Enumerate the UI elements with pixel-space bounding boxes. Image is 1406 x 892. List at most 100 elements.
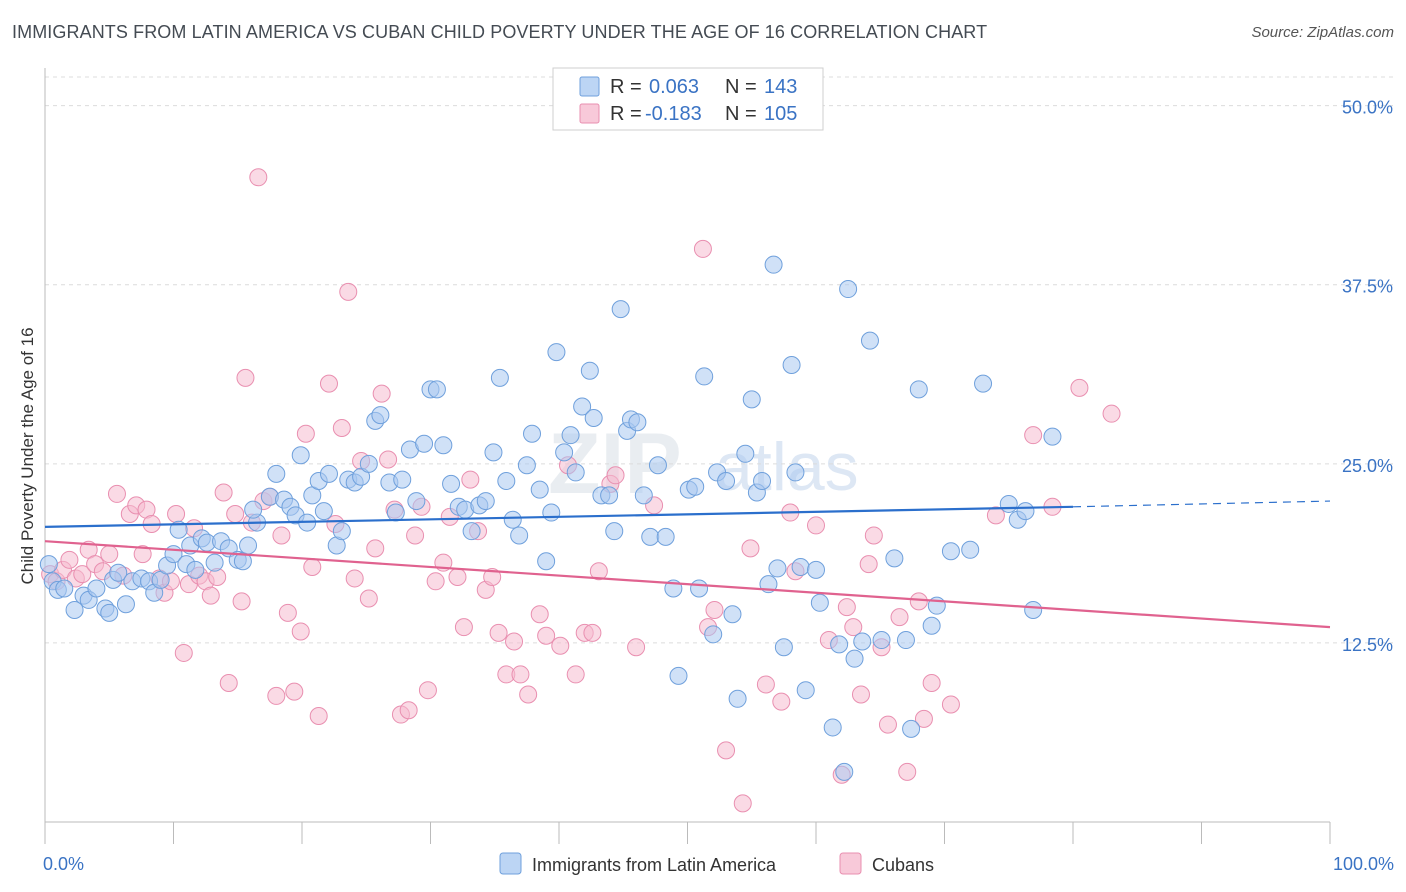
cubans-point-97	[807, 516, 825, 535]
latin-america-point-54	[386, 503, 405, 522]
cubans-point-3	[60, 550, 79, 569]
cubans-point-102	[851, 685, 870, 704]
latin-america-point-124	[839, 280, 858, 299]
latin-america-point-135	[941, 542, 960, 561]
cubans-point-66	[461, 470, 480, 489]
latin-america-point-88	[611, 300, 630, 319]
cubans-point-91	[733, 794, 752, 813]
cubans-point-54	[379, 450, 398, 469]
latin-america-point-118	[796, 681, 815, 700]
cubans-point-29	[219, 674, 238, 693]
latin-america-point-106	[728, 689, 747, 708]
latin-america-point-80	[561, 426, 580, 445]
latin-america-point-58	[415, 434, 434, 453]
latin-america-point-141	[1024, 600, 1043, 619]
cubans-point-39	[278, 603, 297, 622]
latin-america-point-11	[109, 563, 128, 582]
latin-america-point-87	[605, 522, 624, 541]
latin-america-point-128	[872, 631, 891, 650]
cubans-point-57	[399, 701, 418, 720]
cubans-point-70	[489, 623, 508, 642]
cubans-point-114	[1024, 426, 1043, 445]
cubans-point-106	[878, 715, 897, 734]
latin-america-point-127	[860, 331, 879, 350]
latin-america-point-114	[774, 638, 793, 657]
cubans-point-79	[566, 665, 585, 684]
latin-america-point-76	[537, 552, 556, 571]
cubans-point-43	[303, 557, 322, 576]
cubans-point-90	[717, 741, 736, 760]
legend-r-label-2: R =	[610, 103, 642, 125]
latin-america-point-79	[555, 443, 574, 462]
cubans-point-94	[772, 692, 791, 711]
watermark-atlas: atlas	[715, 429, 859, 505]
cubans-point-44	[309, 706, 328, 725]
cubans-point-69	[483, 568, 502, 587]
latin-america-point-50	[359, 454, 378, 473]
cubans-point-84	[606, 466, 625, 485]
latin-america-point-132	[909, 380, 928, 399]
cubans-point-76	[537, 626, 556, 645]
cubans-point-14	[133, 545, 152, 564]
cubans-point-53	[372, 384, 391, 403]
latin-america-point-4	[65, 600, 84, 619]
cubans-point-5	[73, 565, 92, 584]
latin-america-point-74	[523, 424, 542, 443]
cubans-point-60	[418, 681, 437, 700]
latin-america-point-84	[584, 408, 603, 427]
latin-america-point-107	[736, 444, 755, 463]
series-legend: Immigrants from Latin America Cubans	[499, 852, 934, 875]
latin-america-point-68	[484, 443, 503, 462]
cubans-point-81	[583, 623, 602, 642]
latin-america-point-100	[690, 579, 709, 598]
cubans-point-87	[693, 239, 712, 258]
y-tick-label-2: 37.5%	[1342, 277, 1393, 297]
cubans-point-112	[941, 695, 960, 714]
cubans-point-45	[319, 374, 338, 393]
cubans-point-103	[859, 555, 878, 574]
cubans-point-111	[922, 674, 941, 693]
latin-america-point-62	[442, 474, 461, 493]
latin-america-point-69	[490, 368, 509, 387]
cubans-point-47	[332, 419, 351, 438]
latin-america-point-110	[753, 472, 772, 491]
trend-line-cubans	[44, 540, 1331, 629]
latin-america-point-119	[807, 560, 825, 579]
series-legend-swatch-blue	[499, 852, 522, 875]
latin-america-point-67	[476, 492, 495, 511]
legend-n-value-2: 105	[764, 103, 797, 125]
legend-swatch-pink	[579, 103, 600, 124]
latin-america-point-94	[648, 456, 667, 475]
cubans-point-73	[511, 665, 530, 684]
latin-america-point-33	[244, 500, 263, 519]
latin-america-point-91	[628, 413, 647, 432]
latin-america-point-60	[427, 380, 446, 399]
cubans-point-9	[100, 545, 119, 564]
cubans-point-58	[406, 526, 425, 545]
source-label: Source: ZipAtlas.com	[1251, 24, 1394, 41]
latin-america-point-39	[291, 446, 310, 465]
latin-america-point-131	[902, 719, 921, 738]
latin-america-point-7	[87, 579, 106, 598]
latin-america-point-112	[764, 255, 783, 274]
cubans-point-85	[627, 638, 646, 657]
cubans-point-20	[167, 504, 186, 523]
latin-america-point-44	[319, 464, 338, 483]
cubans-point-41	[291, 622, 310, 641]
latin-america-point-123	[835, 762, 854, 781]
latin-america-point-116	[786, 463, 805, 482]
cubans-point-65	[454, 618, 473, 637]
y-tick-labels: 12.5% 25.0% 37.5% 50.0%	[1342, 98, 1393, 655]
cubans-point-108	[898, 762, 917, 781]
latin-america-point-73	[517, 456, 536, 475]
axes	[44, 68, 1331, 844]
cubans-point-48	[339, 282, 358, 301]
cubans-point-61	[426, 572, 445, 591]
latin-america-point-78	[547, 343, 566, 362]
latin-america-point-71	[503, 510, 522, 529]
cubans-point-30	[226, 504, 245, 523]
latin-america-point-137	[974, 374, 993, 393]
latin-america-point-120	[810, 593, 829, 612]
series-legend-swatch-pink	[839, 852, 862, 875]
latin-america-point-83	[580, 361, 599, 380]
